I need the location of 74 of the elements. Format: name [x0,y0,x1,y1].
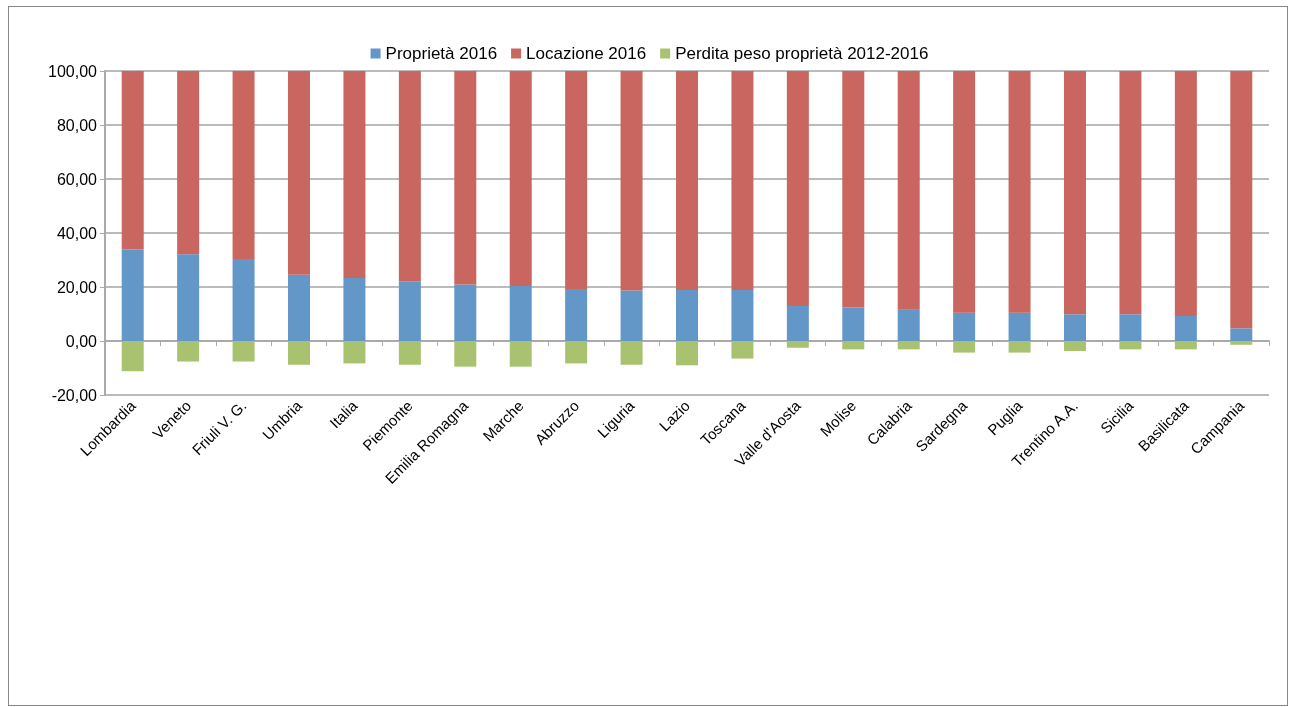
bar [398,71,421,282]
bar [509,71,532,286]
bar [1008,71,1031,313]
bar [454,284,477,341]
x-tick-label: Italia [326,396,361,432]
bar [620,290,643,341]
bar [565,71,588,289]
bar [953,312,976,341]
bar [343,71,366,279]
y-tick-label: 0,00 [65,332,98,350]
bar [1230,328,1253,341]
bar [509,341,532,367]
bar [842,341,865,350]
bar [842,307,865,341]
bar [731,341,754,359]
bar [620,71,643,291]
bar [343,278,366,341]
bar [731,289,754,341]
bar [288,274,310,341]
bar [1174,341,1197,350]
legend-label: Proprietà 2016 [385,44,498,63]
bar [177,71,200,255]
bar [232,258,255,341]
bar [897,341,920,350]
bar [786,341,809,348]
y-tick-label: 80,00 [56,116,98,134]
bar [454,341,477,367]
bar [1119,71,1142,315]
bar [1064,71,1086,315]
bar [288,71,310,275]
bar [1119,341,1142,350]
bar [786,305,809,341]
bar [676,71,698,290]
legend-label: Perdita peso proprietà 2012-2016 [675,44,929,63]
bar [953,341,976,353]
y-tick-label: 100,00 [48,62,98,80]
bar [398,281,421,341]
bar [398,341,421,365]
bar [1230,341,1253,345]
bar [1064,341,1086,351]
bar [953,71,976,313]
bar [509,285,532,341]
bar [454,71,477,285]
bar [1008,312,1031,341]
bar [897,71,920,310]
bar [177,254,200,341]
bar [842,71,865,308]
y-tick-label: 60,00 [56,170,98,188]
bar [786,71,809,306]
y-tick-label: 40,00 [56,224,98,242]
bar [343,341,366,364]
bar [620,341,643,365]
bar [177,341,200,362]
bar [731,71,754,290]
bar [565,288,588,341]
bar [1230,71,1253,329]
bar [288,341,310,365]
bar [1174,315,1197,341]
bar [232,71,255,259]
bar [1174,71,1197,316]
bar [1119,314,1142,341]
y-tick-label: -20,00 [51,386,98,404]
y-tick-label: 20,00 [56,278,98,296]
bar [565,341,588,364]
bar [121,249,144,341]
bar [1064,314,1086,341]
bar [121,71,144,250]
bar [121,341,144,372]
bar [676,341,698,366]
bar [1008,341,1031,353]
bar [897,309,920,341]
bar [232,341,255,362]
legend-label: Locazione 2016 [526,44,647,63]
bar [676,289,698,341]
